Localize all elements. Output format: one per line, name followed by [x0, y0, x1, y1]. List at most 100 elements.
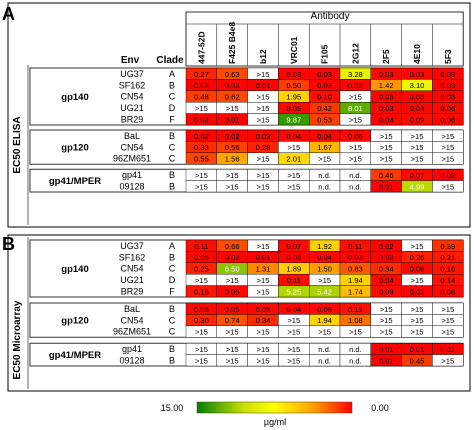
cell-value-label: >15	[257, 276, 270, 285]
cell-value-label: >15	[411, 132, 424, 141]
cell-value-label: 0.03	[410, 70, 425, 79]
cell-value-label: 0.11	[194, 242, 208, 251]
clade-label: C	[169, 154, 176, 164]
clade-label: B	[169, 356, 175, 366]
clade-label: B	[169, 344, 175, 354]
cell-value-label: 0.06	[440, 104, 455, 113]
cell-value-label: 0.56	[225, 143, 240, 152]
cell-value-label: 0.03	[379, 70, 394, 79]
cell-value-label: 5.25	[286, 287, 301, 296]
cell-value-label: 0.10	[317, 93, 332, 102]
cell-value-label: 1.08	[348, 316, 363, 325]
cell-value-label: 0.16	[440, 265, 455, 274]
cell-value-label: 1.94	[348, 276, 363, 285]
cell-value-label: 0.02	[379, 242, 394, 251]
cell-value-label: 0.04	[317, 132, 332, 141]
env-label: BR29	[121, 115, 144, 125]
legend-max-label: 0.00	[371, 403, 389, 413]
heatmap-cell	[432, 285, 464, 298]
cell-value-label: >15	[287, 171, 300, 180]
cell-value-label: 0.05	[348, 132, 363, 141]
panel-frame	[7, 234, 471, 392]
env-label: BaL	[124, 131, 140, 141]
cell-value-label: 0.01	[256, 81, 271, 90]
cell-value-label: >15	[411, 305, 424, 314]
cell-value-label: 8.01	[348, 104, 363, 113]
cell-value-label: >15	[195, 356, 208, 365]
cell-value-label: 0.05	[225, 305, 240, 314]
cell-value-label: 0.02	[225, 132, 240, 141]
cell-value-label: 0.03	[410, 93, 425, 102]
cell-value-label: 0.25	[194, 265, 209, 274]
cell-value-label: >15	[441, 155, 454, 164]
env-label: 09128	[119, 182, 144, 192]
cell-value-label: 1.50	[317, 265, 332, 274]
cell-value-label: >15	[287, 345, 300, 354]
antibody-column-label: F425 B4e8	[227, 22, 237, 64]
heatmap-cell	[432, 180, 464, 193]
cell-value-label: 0.07	[410, 171, 425, 180]
cell-value-label: 6.50	[225, 265, 240, 274]
legend-min-label: 15.00	[161, 403, 184, 413]
heatmap-cell	[432, 325, 464, 338]
panel-b-side-label: EC50 Microarray	[12, 300, 23, 379]
cell-value-label: >15	[349, 155, 362, 164]
cell-value-label: >15	[195, 328, 208, 337]
cell-value-label: 0.66	[225, 242, 240, 251]
cell-value-label: 0.53	[317, 115, 332, 124]
cell-value-label: 0.03	[317, 70, 332, 79]
env-label: UG37	[120, 69, 144, 79]
cell-value-label: 0.01	[410, 345, 425, 354]
cell-value-label: 0.55	[194, 155, 209, 164]
cell-value-label: n.d.	[318, 171, 331, 180]
cell-value-label: >15	[226, 328, 239, 337]
cell-value-label: 0.28	[256, 143, 271, 152]
env-label: 96ZM651	[113, 327, 151, 337]
cell-value-label: 0.11	[348, 242, 362, 251]
cell-value-label: 0.03	[379, 93, 394, 102]
cell-value-label: 0.09	[410, 115, 425, 124]
cell-value-label: 0.04	[286, 132, 301, 141]
cell-value-label: 4.99	[410, 182, 425, 191]
cell-value-label: >15	[195, 182, 208, 191]
cell-value-label: 0.42	[317, 104, 332, 113]
cell-value-label: 0.09	[379, 287, 394, 296]
cell-value-label: 1.94	[317, 316, 332, 325]
clade-label: D	[169, 275, 176, 285]
env-label: UG21	[120, 103, 144, 113]
cell-value-label: 0.03	[348, 253, 363, 262]
clade-label: C	[169, 264, 176, 274]
env-label: CN54	[120, 315, 143, 325]
cell-value-label: 1.95	[286, 93, 301, 102]
env-label: 09128	[119, 356, 144, 366]
cell-value-label: >15	[287, 356, 300, 365]
group-label: gp120	[61, 143, 88, 154]
env-label: UG37	[120, 241, 144, 251]
cell-value-label: 1.31	[256, 265, 271, 274]
cell-value-label: 0.02	[440, 171, 455, 180]
clade-label: C	[169, 142, 176, 152]
cell-value-label: >15	[441, 143, 454, 152]
cell-value-label: 0.21	[440, 253, 455, 262]
cell-value-label: 0.03	[379, 104, 394, 113]
cell-value-label: 0.39	[440, 242, 455, 251]
cell-value-label: 1.67	[317, 143, 332, 152]
clade-label: B	[169, 252, 175, 262]
cell-value-label: 0.05	[286, 104, 301, 113]
cell-value-label: 0.04	[410, 104, 425, 113]
cell-value-label: 1.42	[379, 81, 394, 90]
cell-value-label: n.d.	[318, 345, 331, 354]
cell-value-label: >15	[380, 155, 393, 164]
clade-header: Clade	[156, 55, 184, 66]
cell-value-label: n.d.	[349, 182, 362, 191]
cell-value-label: >15	[257, 182, 270, 191]
antibody-column-label: b12	[258, 49, 268, 64]
cell-value-label: >15	[226, 171, 239, 180]
clade-label: C	[169, 327, 176, 337]
clade-label: C	[169, 92, 176, 102]
cell-value-label: n.d.	[349, 345, 362, 354]
cell-value-label: >15	[287, 143, 300, 152]
legend-color-bar	[196, 401, 353, 414]
cell-value-label: 0.83	[348, 265, 363, 274]
antibody-column-label: 5F3	[443, 49, 453, 64]
